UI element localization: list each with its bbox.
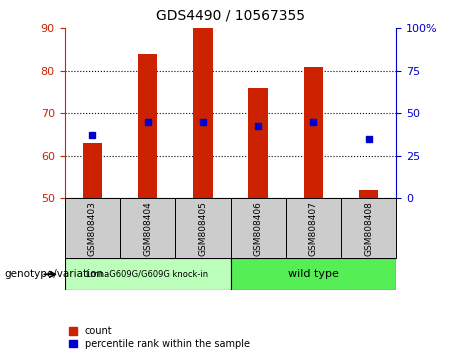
Text: GSM808406: GSM808406 bbox=[254, 201, 263, 256]
Text: GSM808408: GSM808408 bbox=[364, 201, 373, 256]
Bar bbox=[359, 190, 378, 198]
FancyBboxPatch shape bbox=[175, 198, 230, 258]
Text: GSM808405: GSM808405 bbox=[198, 201, 207, 256]
FancyBboxPatch shape bbox=[65, 198, 120, 258]
FancyBboxPatch shape bbox=[65, 258, 230, 290]
Bar bbox=[193, 28, 213, 198]
FancyBboxPatch shape bbox=[230, 198, 286, 258]
Text: GSM808404: GSM808404 bbox=[143, 201, 152, 256]
FancyBboxPatch shape bbox=[230, 258, 396, 290]
Bar bbox=[83, 143, 102, 198]
Text: GSM808407: GSM808407 bbox=[309, 201, 318, 256]
Text: GDS4490 / 10567355: GDS4490 / 10567355 bbox=[156, 9, 305, 23]
FancyBboxPatch shape bbox=[120, 198, 175, 258]
FancyBboxPatch shape bbox=[341, 198, 396, 258]
FancyBboxPatch shape bbox=[286, 198, 341, 258]
Bar bbox=[304, 67, 323, 198]
Legend: count, percentile rank within the sample: count, percentile rank within the sample bbox=[70, 326, 250, 349]
Text: GSM808403: GSM808403 bbox=[88, 201, 97, 256]
Text: wild type: wild type bbox=[288, 269, 339, 279]
Text: genotype/variation: genotype/variation bbox=[5, 269, 104, 279]
Text: LmnaG609G/G609G knock-in: LmnaG609G/G609G knock-in bbox=[87, 270, 208, 279]
Bar bbox=[248, 88, 268, 198]
Bar bbox=[138, 54, 157, 198]
